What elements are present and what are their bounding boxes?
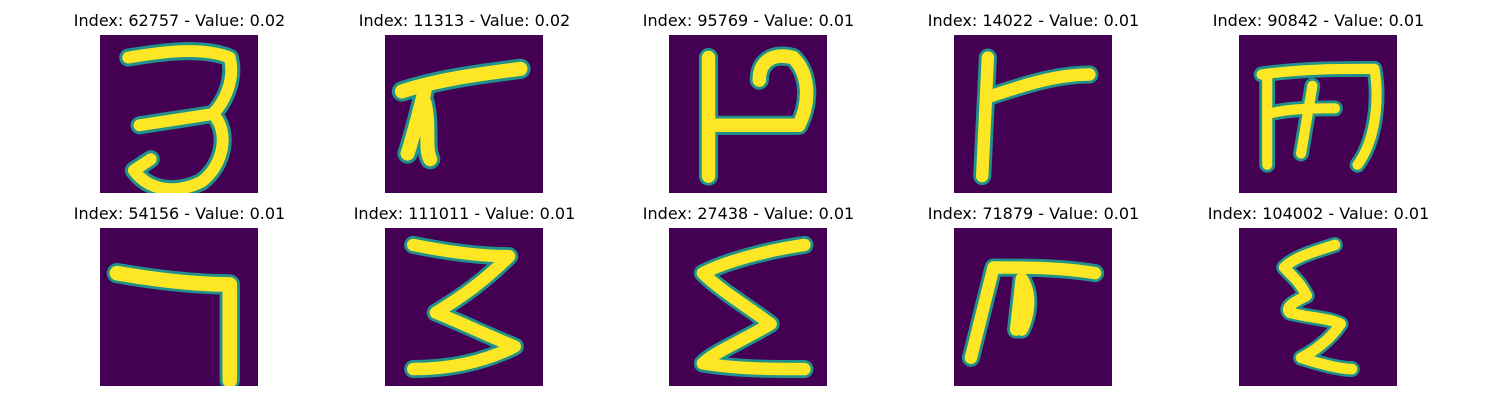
glyph-image [954,228,1112,386]
glyph-strokes [698,46,817,186]
panel: Index: 62757 - Value: 0.02 [37,0,322,193]
panel-title: Index: 27438 - Value: 0.01 [642,204,855,223]
panel-title: Index: 71879 - Value: 0.01 [927,204,1140,223]
glyph-image [1239,228,1397,386]
glyph-image [669,35,827,193]
glyph-strokes [119,42,241,193]
panel: Index: 111011 - Value: 0.01 [322,193,607,386]
panel: Index: 14022 - Value: 0.01 [891,0,1176,193]
panel: Index: 104002 - Value: 0.01 [1176,193,1461,386]
glyph-strokes [391,58,531,170]
glyph-image [669,228,827,386]
glyph-image [954,35,1112,193]
glyph-strokes [404,235,524,379]
glyph-image [100,35,258,193]
glyph-strokes [106,262,240,386]
glyph-image [1239,35,1397,193]
glyph-strokes [1276,237,1360,377]
panel: Index: 95769 - Value: 0.01 [606,0,891,193]
glyph-strokes [973,48,1099,186]
panel-title: Index: 104002 - Value: 0.01 [1207,204,1430,223]
glyph-strokes [961,258,1105,367]
panel-title: Index: 90842 - Value: 0.01 [1212,11,1425,30]
panel: Index: 11313 - Value: 0.02 [322,0,607,193]
panel-title: Index: 11313 - Value: 0.02 [358,11,571,30]
panel: Index: 54156 - Value: 0.01 [37,193,322,386]
glyph-image [100,228,258,386]
panel-title: Index: 62757 - Value: 0.02 [73,11,286,30]
panel: Index: 71879 - Value: 0.01 [891,193,1176,386]
glyph-strokes [1253,60,1385,173]
glyph-strokes [693,235,814,379]
panel-title: Index: 111011 - Value: 0.01 [353,204,576,223]
panel: Index: 90842 - Value: 0.01 [1176,0,1461,193]
panel-title: Index: 14022 - Value: 0.01 [927,11,1140,30]
glyph-image [385,228,543,386]
panel-title: Index: 95769 - Value: 0.01 [642,11,855,30]
panel-title: Index: 54156 - Value: 0.01 [73,204,286,223]
glyph-image [385,35,543,193]
panel: Index: 27438 - Value: 0.01 [606,193,891,386]
